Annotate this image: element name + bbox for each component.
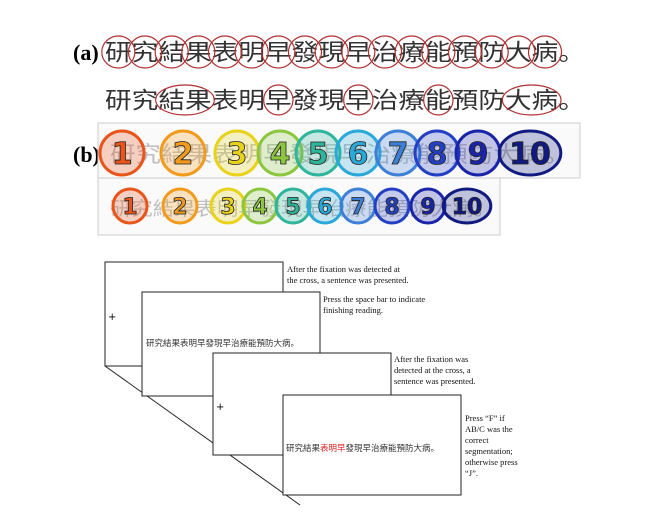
word-ellipse xyxy=(263,84,294,116)
caption-line: AB/C was the xyxy=(465,424,513,434)
fixation-circle xyxy=(159,129,207,177)
char-ellipse xyxy=(367,35,403,69)
fixation-order: 4 xyxy=(270,137,291,172)
word-ellipse xyxy=(423,84,454,116)
fixation-order: 8 xyxy=(427,137,448,172)
caption-line: sentence was presented. xyxy=(394,376,475,386)
fixation-order: 2 xyxy=(173,137,194,172)
caption-line: After the fixation was xyxy=(394,354,468,364)
char-ellipse xyxy=(287,35,323,69)
fixation-order: 4 xyxy=(252,195,267,220)
word-ellipse xyxy=(343,84,374,116)
caption: After the fixation was detected at the cr… xyxy=(394,354,475,386)
fixation-order: 9 xyxy=(468,137,489,172)
char-ellipse xyxy=(447,35,483,69)
char-ellipse xyxy=(341,35,376,69)
caption-line: Press the space bar to indicate xyxy=(323,294,425,304)
segment: 發現早治療能預防大病。 xyxy=(346,443,440,454)
caption-line: segmentation; xyxy=(465,446,513,456)
char-ellipse xyxy=(261,35,296,69)
timeline xyxy=(104,365,301,506)
fixation-order: 10 xyxy=(452,195,483,220)
char-ellipse xyxy=(474,35,509,69)
fixation-order: 6 xyxy=(348,137,369,172)
caption-line: “J”. xyxy=(465,468,478,478)
word-ellipse xyxy=(501,84,562,116)
fixation-order: 8 xyxy=(384,195,399,220)
caption: Press “F” if AB/C was the correct segmentat… xyxy=(465,413,518,478)
fixation-order: 1 xyxy=(122,195,137,220)
fixation-order: 6 xyxy=(317,195,332,220)
fixation-order: 3 xyxy=(227,137,248,172)
char-ellipse xyxy=(207,35,243,69)
fixation-circle xyxy=(294,129,342,177)
fixation-circle xyxy=(256,129,304,177)
fixation-circle xyxy=(209,187,247,225)
caption-line: otherwise press xyxy=(465,457,518,467)
fixation-circle xyxy=(374,129,422,177)
fixation-order: 5 xyxy=(285,195,300,220)
caption-line: finishing reading. xyxy=(323,305,383,315)
screen xyxy=(282,394,462,496)
fixation-circle xyxy=(413,129,461,177)
char-ellipse xyxy=(314,35,349,69)
heatmap-box xyxy=(97,177,501,236)
screen-sentence: 研究結果表明早發現早治療能預防大病。 xyxy=(286,443,439,454)
fixation-order: 10 xyxy=(509,137,551,172)
fixation-order: 3 xyxy=(220,195,235,220)
panel-label: (b) xyxy=(73,142,100,167)
fixation-circle xyxy=(274,187,312,225)
segment-highlight: 表明早 xyxy=(320,443,346,454)
fixation-cross: + xyxy=(216,402,224,413)
word-ellipse xyxy=(155,84,215,116)
fixation-circle xyxy=(409,187,447,225)
char-ellipse xyxy=(501,35,536,69)
caption-line: After the fixation was detected at xyxy=(287,264,401,274)
caption-line: the cross, a sentence was presented. xyxy=(287,275,409,285)
caption-line: correct xyxy=(465,435,489,445)
segment: 研究結果 xyxy=(286,443,321,454)
fixation-circle xyxy=(497,129,563,177)
caption: Press the space bar to indicate finishing… xyxy=(323,294,425,315)
char-ellipse xyxy=(234,35,269,69)
caption: After the fixation was detected at the cr… xyxy=(287,264,409,285)
fixation-order: 7 xyxy=(350,195,365,220)
caption-line: detected at the cross, a xyxy=(394,365,471,375)
fixation-order: 2 xyxy=(172,195,187,220)
panel-label: (a) xyxy=(73,40,99,65)
char-ellipse xyxy=(154,35,189,69)
fixation-order: 5 xyxy=(308,137,329,172)
char-ellipse xyxy=(527,35,563,69)
fixation-circle xyxy=(111,187,149,225)
sentence: 研究結果表明早發現早治療能預防大病。 xyxy=(105,88,585,114)
char-ellipse xyxy=(421,35,456,69)
caption-line: Press “F” if xyxy=(465,413,505,423)
fixation-order: 9 xyxy=(420,195,435,220)
sentence-bg: 研究結果表明早發現早治療能預防大病。 xyxy=(110,198,495,220)
fixation-circle xyxy=(373,187,411,225)
fixation-circle xyxy=(441,187,493,225)
screen-sentence: 研究結果表明早發現早治療能預防大病。 xyxy=(146,338,299,349)
fixation-circle xyxy=(161,187,199,225)
fixation-cross: + xyxy=(108,312,116,323)
fixation-circle xyxy=(334,129,382,177)
fixation-circle xyxy=(98,129,146,177)
char-ellipse xyxy=(181,35,216,69)
fixation-order: 1 xyxy=(112,137,133,172)
char-ellipse xyxy=(101,35,136,69)
fixation-order: 7 xyxy=(388,137,409,172)
char-ellipse xyxy=(394,35,429,69)
char-ellipse xyxy=(127,35,163,69)
